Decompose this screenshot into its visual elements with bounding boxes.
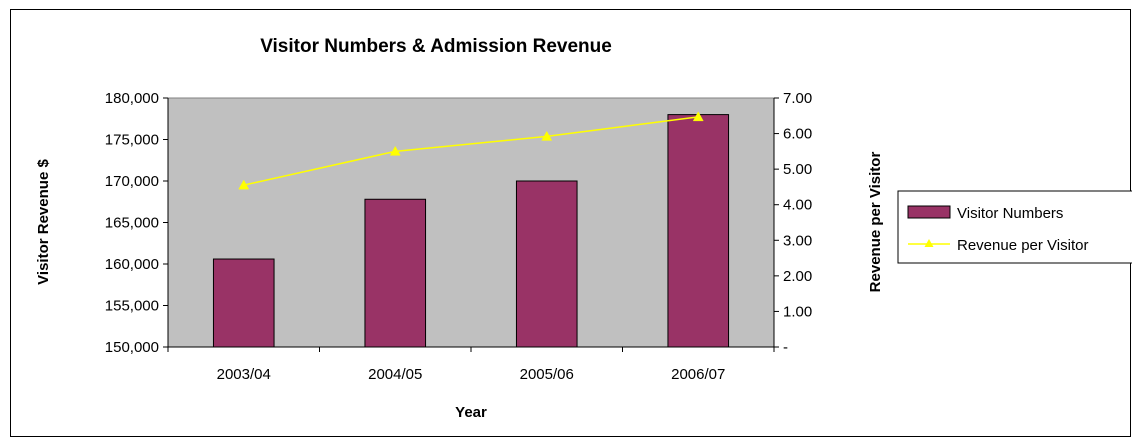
legend-box — [897, 190, 1143, 264]
chart-frame: Visitor Numbers & Admission Revenue 150,… — [10, 9, 1143, 437]
x-axis-ticks: 2003/04 2004/05 2005/06 2006/07 — [167, 347, 775, 383]
marker-revenue-per-visitor — [541, 130, 553, 141]
chart-svg: Visitor Numbers & Admission Revenue 150,… — [35, 36, 1143, 421]
legend-bar-swatch — [907, 205, 951, 219]
legend: Visitor Numbers Revenue per Visitor — [897, 190, 1143, 264]
right-tick-label: - — [783, 339, 788, 356]
x-axis-label: Year — [455, 404, 487, 421]
bar-visitor-numbers — [364, 198, 427, 348]
left-tick-label: 150,000 — [105, 339, 159, 356]
right-tick-label: 3.00 — [783, 232, 812, 249]
left-tick-label: 175,000 — [105, 132, 159, 149]
bar-visitor-numbers — [667, 114, 730, 348]
left-tick-label: 160,000 — [105, 256, 159, 273]
marker-revenue-per-visitor — [238, 179, 250, 190]
line-revenue-per-visitor — [243, 116, 699, 186]
line-series-group — [238, 111, 704, 190]
marker-revenue-per-visitor — [389, 145, 401, 156]
bar-visitor-numbers — [212, 258, 275, 348]
right-tick-label: 6.00 — [783, 126, 812, 143]
left-tick-label: 180,000 — [105, 90, 159, 107]
legend-label-revenue-per-visitor: Revenue per Visitor — [957, 237, 1088, 254]
legend-triangle-marker — [924, 239, 934, 247]
x-tick-label: 2004/05 — [368, 366, 422, 383]
x-tick-label: 2003/04 — [217, 366, 271, 383]
y2-axis-label: Revenue per Visitor — [867, 152, 884, 293]
marker-revenue-per-visitor — [692, 111, 704, 122]
right-tick-label: 2.00 — [783, 268, 812, 285]
left-tick-label: 165,000 — [105, 215, 159, 232]
right-axis-ticks: - 1.00 2.00 3.00 4.00 5.00 6.00 7.00 — [774, 90, 812, 356]
legend-label-visitor-numbers: Visitor Numbers — [957, 205, 1063, 222]
chart-title: Visitor Numbers & Admission Revenue — [260, 36, 612, 57]
x-tick-label: 2006/07 — [671, 366, 725, 383]
right-tick-label: 1.00 — [783, 303, 812, 320]
left-tick-label: 155,000 — [105, 298, 159, 315]
bar-visitor-numbers — [515, 180, 578, 348]
left-tick-label: 170,000 — [105, 173, 159, 190]
x-tick-label: 2005/06 — [520, 366, 574, 383]
left-axis-ticks: 150,000 155,000 160,000 165,000 170,000 175,0… — [105, 90, 168, 356]
right-tick-label: 5.00 — [783, 161, 812, 178]
right-tick-label: 7.00 — [783, 90, 812, 107]
bars-group — [212, 114, 730, 348]
right-tick-label: 4.00 — [783, 197, 812, 214]
y-axis-label: Visitor Revenue $ — [35, 159, 52, 285]
